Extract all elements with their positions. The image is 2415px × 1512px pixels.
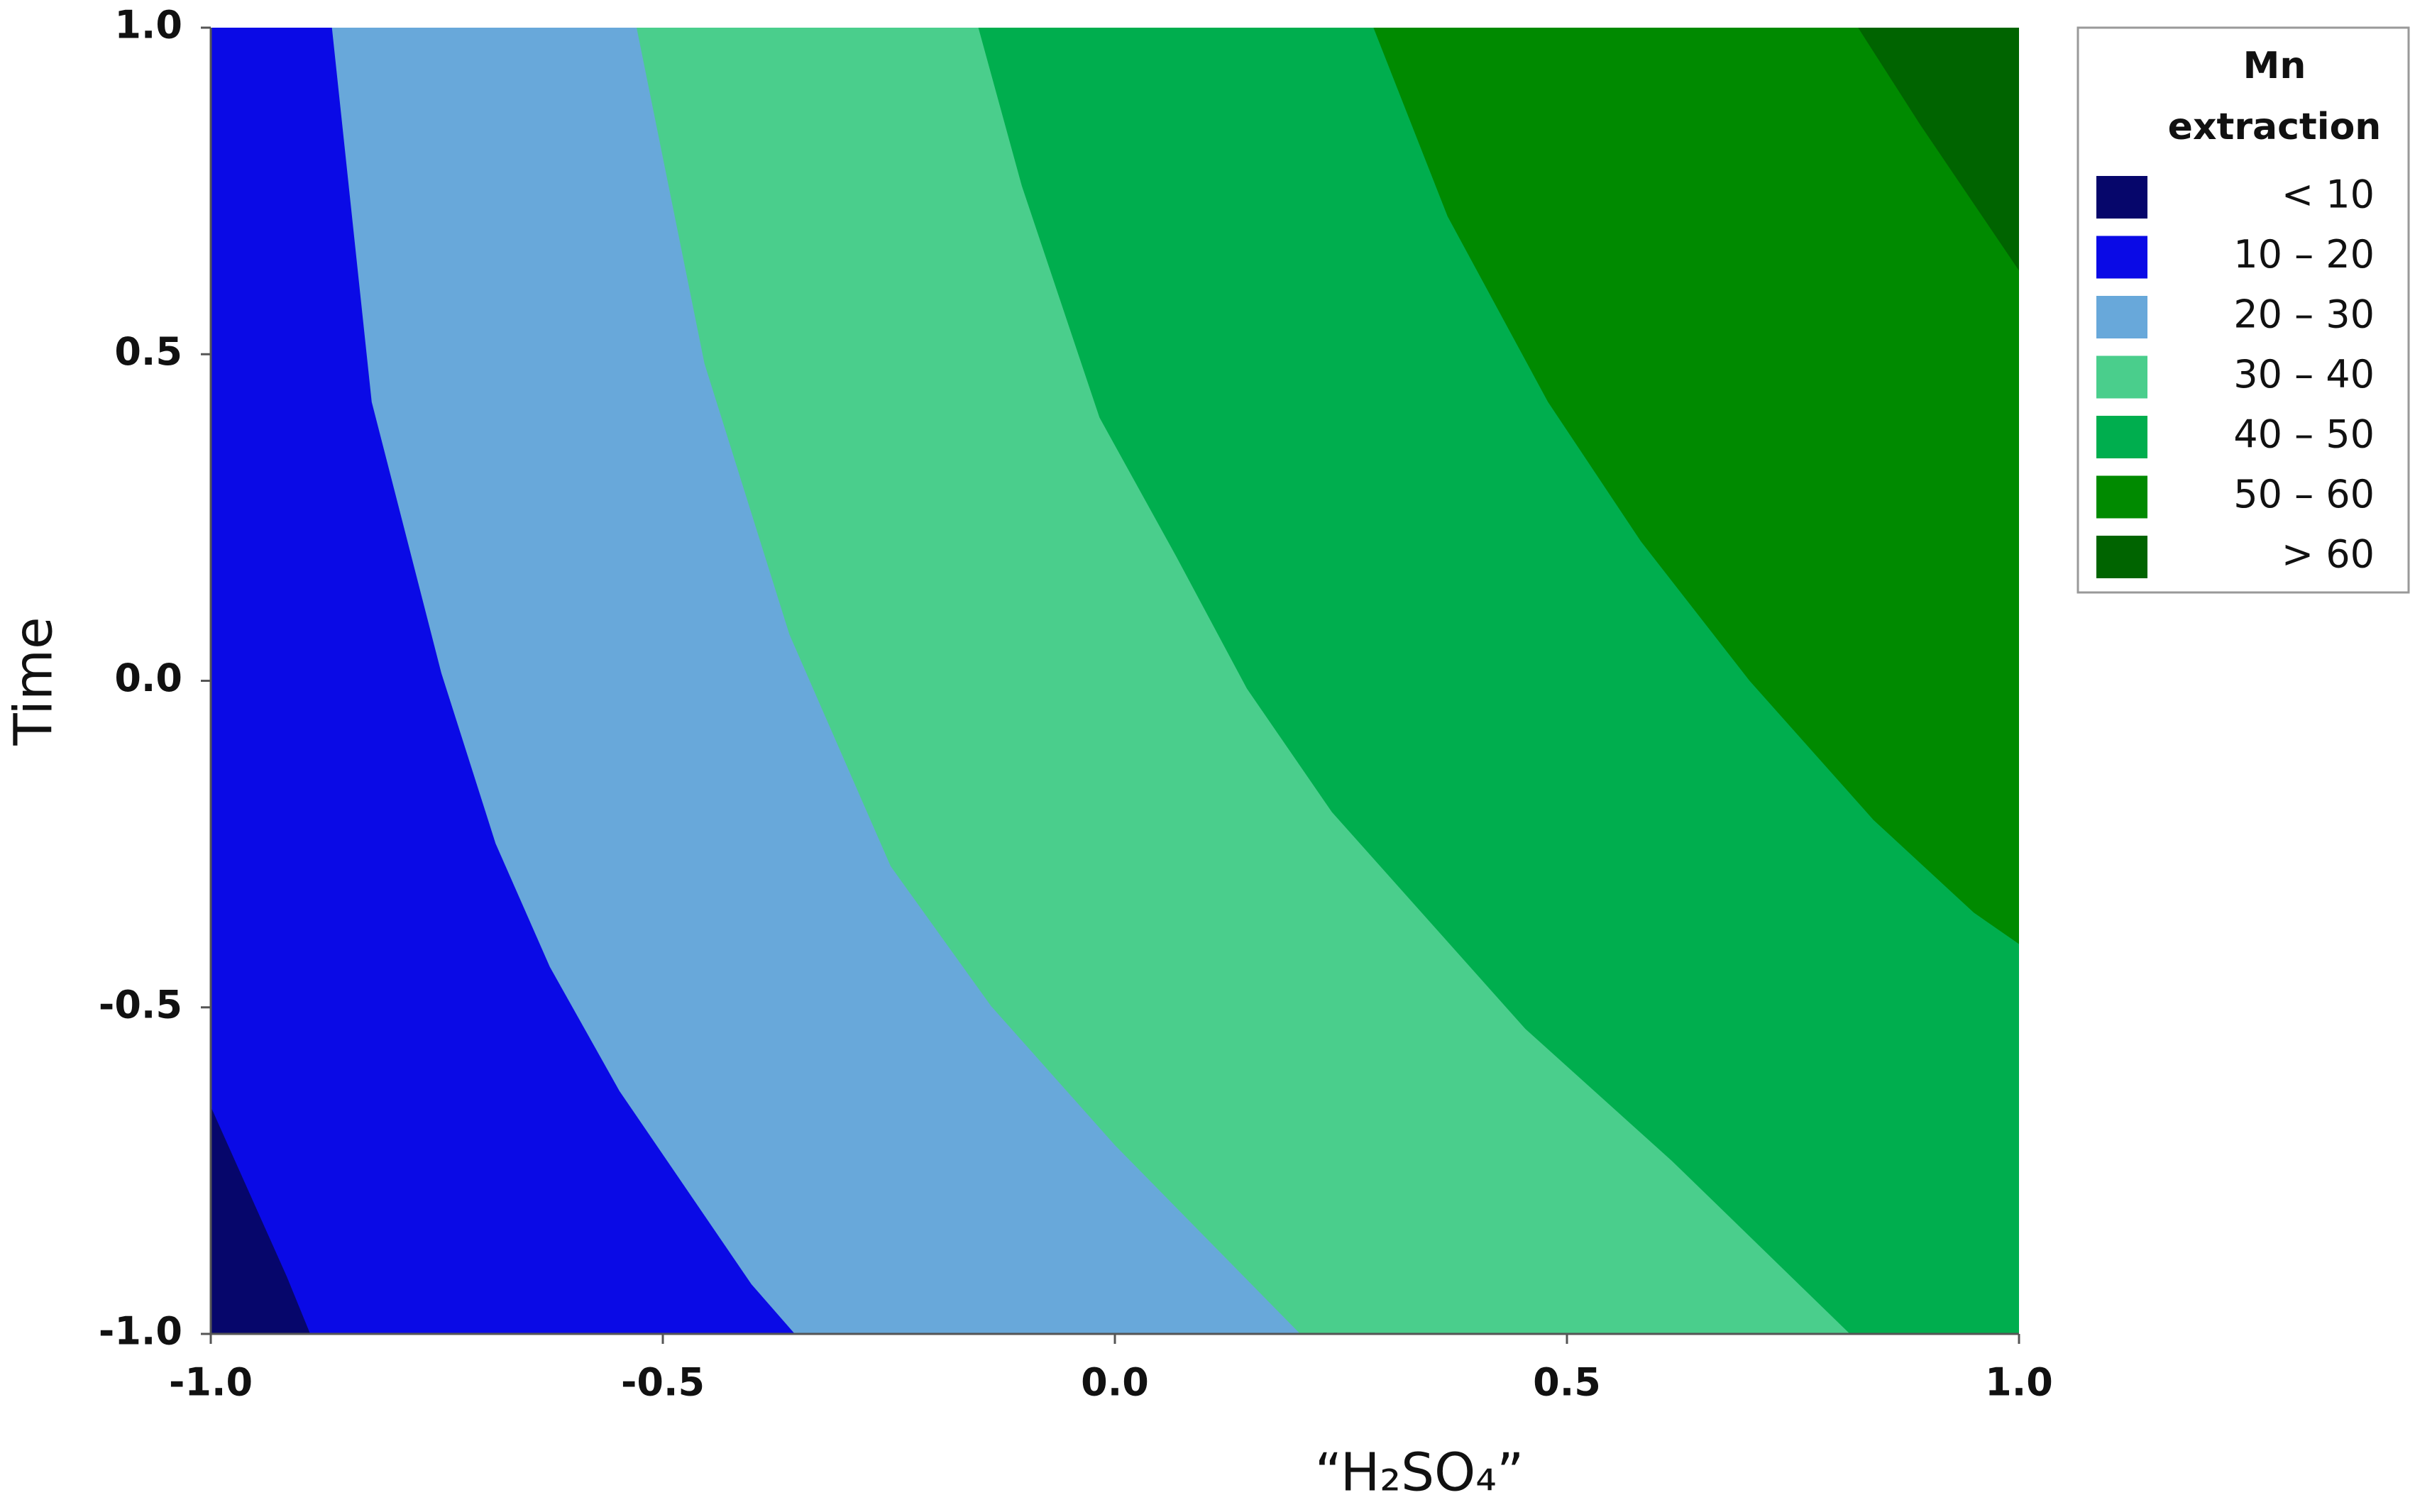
x-tick-label: 0.0 — [1081, 1360, 1149, 1405]
x-tick-label: -1.0 — [169, 1360, 253, 1405]
legend-swatch — [2096, 176, 2147, 219]
legend-swatch — [2096, 416, 2147, 458]
legend-swatch — [2096, 236, 2147, 279]
legend-label: 20 – 30 — [2233, 292, 2375, 337]
legend-label: 50 – 60 — [2233, 472, 2375, 517]
legend-label: 30 – 40 — [2233, 352, 2375, 397]
y-tick-label: -1.0 — [99, 1309, 182, 1354]
legend-label: 10 – 20 — [2233, 232, 2375, 277]
contour-region — [1858, 28, 2019, 271]
legend-swatch — [2096, 536, 2147, 578]
legend-swatch — [2096, 355, 2147, 399]
x-tick-label: -0.5 — [621, 1360, 705, 1405]
x-tick-label: 0.5 — [1533, 1360, 1601, 1405]
contour-region — [1373, 28, 2019, 944]
x-axis-label: “H₂SO₄” — [1315, 1442, 1524, 1503]
x-tick-label: 1.0 — [1985, 1360, 2053, 1405]
legend-swatch — [2096, 296, 2147, 338]
legend-label: < 10 — [2282, 172, 2375, 217]
plot-area — [209, 28, 2020, 1335]
legend-label: 40 – 50 — [2233, 412, 2375, 457]
legend-title-box: Mn extraction — [2167, 45, 2382, 148]
y-tick-label: 0.0 — [114, 656, 182, 700]
legend-swatch — [2096, 475, 2147, 519]
y-tick-label: -0.5 — [99, 982, 182, 1027]
y-tick-label: 0.5 — [114, 329, 182, 374]
y-axis-label: Time — [4, 617, 65, 746]
y-tick-label: 1.0 — [114, 3, 182, 48]
legend-title: Mn extraction — [2167, 45, 2382, 148]
legend-label: > 60 — [2282, 532, 2375, 577]
